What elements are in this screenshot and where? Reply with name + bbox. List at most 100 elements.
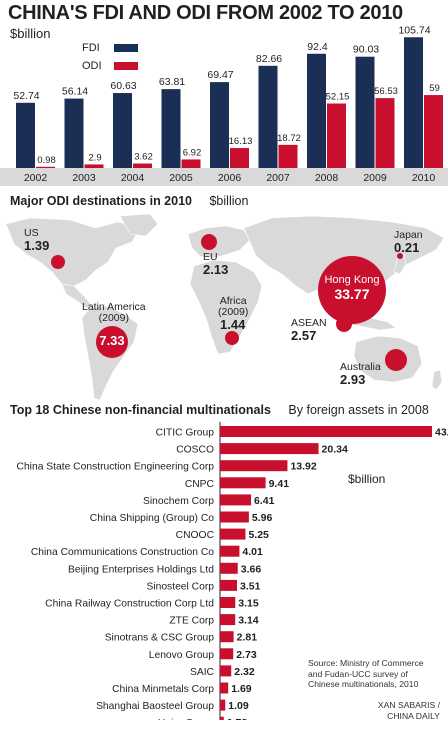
company-value-shanghai-baosteel-group: 1.09: [228, 700, 249, 712]
company-value-lenovo-group: 2.73: [236, 649, 257, 661]
fdi-bar-2009: [355, 56, 375, 168]
company-value-haier-group: 0.78: [227, 717, 248, 720]
fdi-value-label-2006: 69.47: [207, 69, 233, 81]
fdi-bar-2008: [307, 53, 326, 169]
fdi-value-label-2003: 56.14: [62, 86, 88, 98]
bubble-japan: [397, 253, 403, 259]
africa-shape: [189, 259, 263, 355]
company-label-china-railway-construction-corp-ltd: China Railway Construction Corp Ltd: [45, 599, 214, 610]
company-value-sinochem-corp: 6.41: [254, 495, 275, 507]
company-label-beijing-enterprises-holdings-ltd: Beijing Enterprises Holdings Ltd: [68, 564, 214, 575]
dest-label-japan: Japan 0.21: [394, 229, 423, 255]
dest-name-australia: Australia: [340, 361, 381, 373]
company-value-zte-corp: 3.14: [238, 615, 259, 627]
x-tick-label-2002: 2002: [24, 172, 48, 184]
company-bar-china-minmetals-corp: [220, 682, 229, 694]
company-label-china-minmetals-corp: China Minmetals Corp: [112, 684, 214, 695]
x-tick-label-2009: 2009: [363, 172, 387, 184]
dest-value-latin-america: 7.33: [99, 333, 125, 348]
bubble-hong-kong: [318, 256, 386, 324]
dest-label-eu: EU 2.13: [203, 251, 229, 278]
odi-bar-2006: [230, 148, 249, 168]
x-tick-label-2006: 2006: [218, 172, 242, 184]
company-bar-haier-group: [220, 716, 224, 720]
odi-bar-2008: [327, 103, 346, 168]
company-value-china-communications-construction-co: 4.01: [242, 546, 263, 558]
map-title: Major ODI destinations in 2010: [10, 194, 192, 208]
company-bar-saic: [220, 665, 232, 677]
bubble-latin-america: [96, 326, 128, 358]
company-label-sinosteel-corp: Sinosteel Corp: [146, 581, 214, 592]
fdi-bar-2007: [258, 65, 278, 168]
company-value-china-state-construction-engineering-corp: 13.92: [290, 461, 316, 473]
fdi-bar-2002: [16, 102, 35, 168]
dest-value-asean: 2.57: [291, 328, 317, 344]
bubble-australia: [385, 349, 407, 371]
north-america-shape: [5, 217, 141, 287]
odi-value-label-2010: 59: [429, 83, 440, 94]
company-bar-china-state-construction-engineering-corp: [220, 460, 288, 472]
ranking-title: Top 18 Chinese non-financial multination…: [10, 403, 271, 417]
fdi-bar-2003: [64, 98, 84, 168]
company-label-cnpc: CNPC: [185, 479, 215, 490]
company-label-china-communications-construction-co: China Communications Construction Co: [31, 547, 214, 558]
dest-name-us: US: [24, 227, 39, 239]
company-label-citic-group: CITIC Group: [156, 428, 215, 439]
fdi-value-label-2004: 60.63: [110, 80, 136, 92]
odi-bar-2010: [424, 95, 443, 168]
odi-bar-2004: [133, 163, 152, 168]
odi-bar-2009: [375, 98, 395, 168]
company-value-china-minmetals-corp: 1.69: [231, 683, 252, 695]
legend-label-fdi: FDI: [82, 42, 100, 54]
company-bar-china-communications-construction-co: [220, 545, 240, 557]
company-bar-lenovo-group: [220, 648, 234, 660]
company-label-sinotrans-csc-group: Sinotrans & CSC Group: [105, 633, 215, 644]
ranking-section-title: Top 18 Chinese non-financial multination…: [10, 403, 429, 417]
fdi-value-label-2008: 92.4: [307, 41, 328, 53]
dest-value-latin-america-wrap: 7.33: [96, 333, 128, 348]
dest-label-australia: Australia 2.93: [340, 361, 381, 387]
europe-shape: [187, 225, 251, 259]
company-value-sinosteel-corp: 3.51: [240, 580, 261, 592]
dest-value-hong-kong: 33.77: [334, 286, 370, 302]
company-value-beijing-enterprises-holdings-ltd: 3.66: [241, 563, 262, 575]
company-value-cnooc: 5.25: [248, 529, 269, 541]
ranking-subtitle: By foreign assets in 2008: [288, 403, 429, 417]
company-bar-sinochem-corp: [220, 494, 252, 506]
dest-label-us: US 1.39: [24, 227, 49, 253]
central-america-shape: [61, 283, 93, 309]
dest-name-hong-kong: Hong Kong: [324, 274, 380, 286]
odi-bar-2002: [36, 166, 55, 168]
fdi-value-label-2007: 82.66: [256, 53, 282, 65]
company-label-china-shipping-group-co: China Shipping (Group) Co: [90, 513, 214, 524]
company-value-saic: 2.32: [234, 666, 255, 678]
company-label-sinochem-corp: Sinochem Corp: [143, 496, 214, 507]
fdi-value-label-2002: 52.74: [13, 90, 39, 102]
company-value-cnpc: 9.41: [269, 478, 290, 490]
map-section-title: Major ODI destinations in 2010 $billion: [10, 194, 248, 208]
ranking-unit-label: $billion: [348, 472, 386, 486]
x-tick-label-2008: 2008: [315, 172, 339, 184]
company-value-china-shipping-group-co: 5.96: [252, 512, 273, 524]
odi-value-label-2003: 2.9: [88, 152, 101, 163]
dest-name-japan: Japan: [394, 229, 423, 241]
company-label-saic: SAIC: [190, 667, 215, 678]
bubble-us: [51, 255, 65, 269]
japan-shape: [393, 253, 407, 275]
company-bar-sinosteel-corp: [220, 579, 238, 591]
credit-note: XAN SABARIS / CHINA DAILY: [378, 700, 440, 721]
chart-title: CHINA'S FDI AND ODI FROM 2002 TO 2010: [8, 2, 403, 24]
company-label-cnooc: CNOOC: [176, 530, 215, 541]
fdi-bar-2004: [113, 93, 132, 168]
company-bar-sinotrans-csc-group: [220, 631, 234, 643]
company-bar-citic-group: [220, 426, 432, 437]
legend-item-odi: ODI: [82, 60, 138, 72]
company-bar-cnpc: [220, 477, 266, 489]
company-bar-shanghai-baosteel-group: [220, 699, 226, 711]
odi-value-label-2006: 16.13: [229, 136, 253, 147]
odi-value-label-2002: 0.98: [37, 155, 56, 166]
x-tick-label-2004: 2004: [121, 172, 145, 184]
dest-label-africa: Africa (2009): [218, 295, 249, 319]
fdi-bar-2006: [210, 82, 229, 168]
dest-value-eu: 2.13: [203, 262, 229, 278]
